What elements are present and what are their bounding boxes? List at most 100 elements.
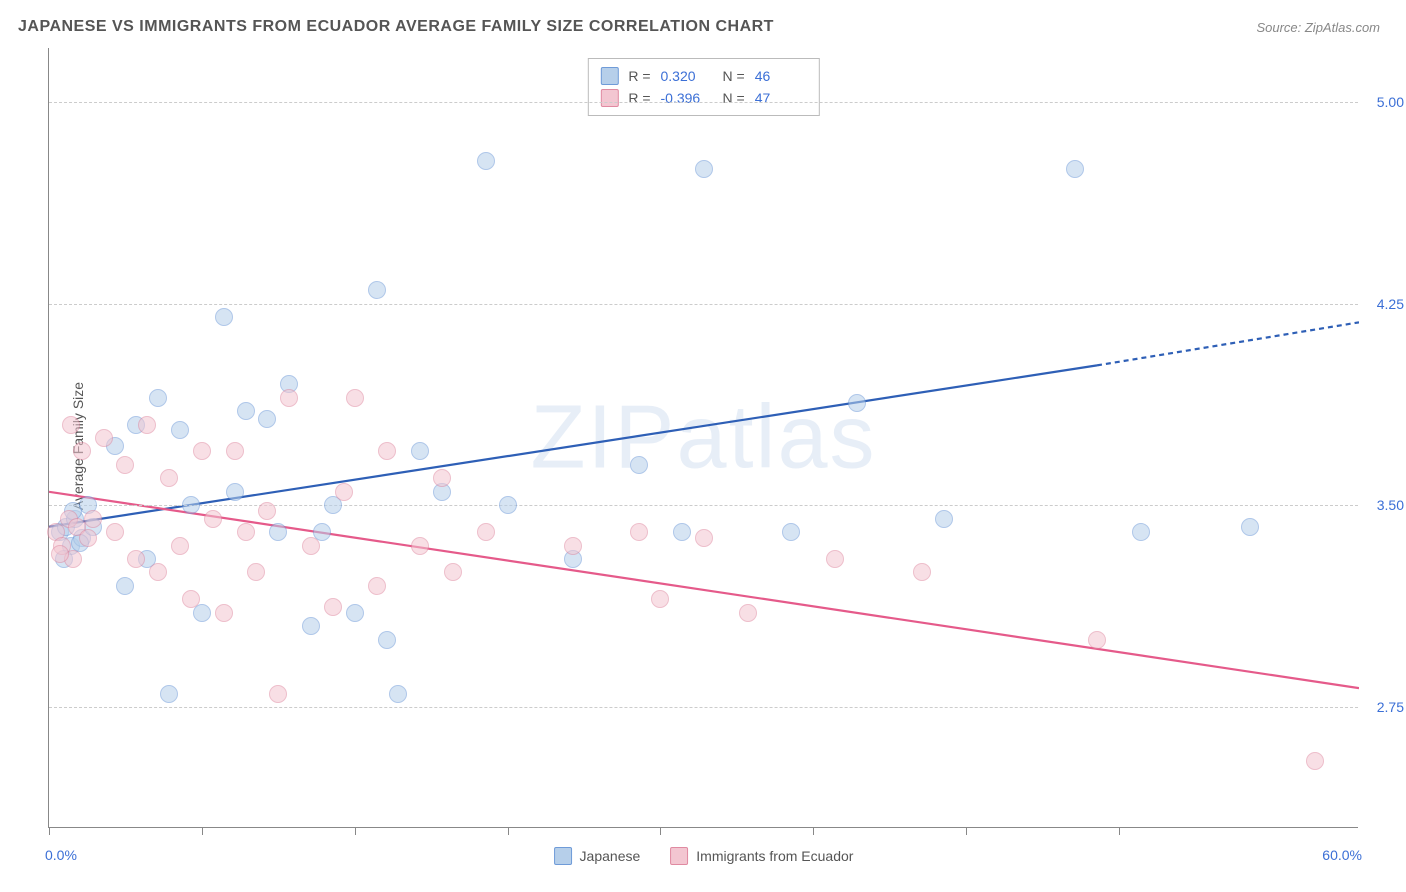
stats-row: R = -0.396 N = 47 bbox=[600, 87, 806, 109]
r-value-japanese: 0.320 bbox=[661, 68, 713, 84]
data-point bbox=[237, 402, 255, 420]
data-point bbox=[226, 483, 244, 501]
data-point bbox=[630, 523, 648, 541]
data-point bbox=[411, 442, 429, 460]
data-point bbox=[673, 523, 691, 541]
data-point bbox=[193, 442, 211, 460]
data-point bbox=[1066, 160, 1084, 178]
stats-legend-box: R = 0.320 N = 46 R = -0.396 N = 47 bbox=[587, 58, 819, 116]
data-point bbox=[378, 631, 396, 649]
chart-container: JAPANESE VS IMMIGRANTS FROM ECUADOR AVER… bbox=[0, 0, 1406, 892]
chart-title: JAPANESE VS IMMIGRANTS FROM ECUADOR AVER… bbox=[18, 18, 774, 36]
data-point bbox=[564, 537, 582, 555]
data-point bbox=[215, 604, 233, 622]
data-point bbox=[1132, 523, 1150, 541]
data-point bbox=[204, 510, 222, 528]
data-point bbox=[127, 550, 145, 568]
n-value-ecuador: 47 bbox=[755, 90, 807, 106]
data-point bbox=[346, 604, 364, 622]
data-point bbox=[913, 563, 931, 581]
data-point bbox=[346, 389, 364, 407]
data-point bbox=[335, 483, 353, 501]
data-point bbox=[160, 469, 178, 487]
series-swatch-japanese bbox=[600, 67, 618, 85]
gridline bbox=[49, 304, 1358, 305]
y-tick-label: 3.50 bbox=[1377, 497, 1404, 513]
x-tick bbox=[355, 827, 356, 835]
data-point bbox=[138, 416, 156, 434]
data-point bbox=[95, 429, 113, 447]
data-point bbox=[651, 590, 669, 608]
x-axis-max-label: 60.0% bbox=[1322, 847, 1362, 863]
data-point bbox=[73, 442, 91, 460]
data-point bbox=[160, 685, 178, 703]
data-point bbox=[149, 389, 167, 407]
x-axis-min-label: 0.0% bbox=[45, 847, 77, 863]
data-point bbox=[1241, 518, 1259, 536]
data-point bbox=[935, 510, 953, 528]
data-point bbox=[182, 590, 200, 608]
r-label: R = bbox=[628, 68, 650, 84]
data-point bbox=[84, 510, 102, 528]
data-point bbox=[116, 577, 134, 595]
data-point bbox=[630, 456, 648, 474]
data-point bbox=[695, 529, 713, 547]
data-point bbox=[79, 529, 97, 547]
legend-swatch-ecuador bbox=[670, 847, 688, 865]
data-point bbox=[116, 456, 134, 474]
gridline bbox=[49, 102, 1358, 103]
n-value-japanese: 46 bbox=[755, 68, 807, 84]
plot-area: ZIPatlas R = 0.320 N = 46 R = -0.396 N =… bbox=[48, 48, 1358, 828]
data-point bbox=[215, 308, 233, 326]
r-value-ecuador: -0.396 bbox=[661, 90, 713, 106]
data-point bbox=[51, 545, 69, 563]
gridline bbox=[49, 707, 1358, 708]
data-point bbox=[247, 563, 265, 581]
chart-source: Source: ZipAtlas.com bbox=[1256, 20, 1380, 35]
y-tick-label: 2.75 bbox=[1377, 699, 1404, 715]
legend-item-japanese: Japanese bbox=[554, 847, 641, 865]
data-point bbox=[258, 502, 276, 520]
n-label: N = bbox=[723, 68, 745, 84]
data-point bbox=[389, 685, 407, 703]
data-point bbox=[848, 394, 866, 412]
data-point bbox=[280, 389, 298, 407]
data-point bbox=[62, 416, 80, 434]
y-tick-label: 4.25 bbox=[1377, 296, 1404, 312]
data-point bbox=[411, 537, 429, 555]
x-tick bbox=[813, 827, 814, 835]
data-point bbox=[444, 563, 462, 581]
data-point bbox=[499, 496, 517, 514]
data-point bbox=[302, 617, 320, 635]
data-point bbox=[695, 160, 713, 178]
data-point bbox=[433, 469, 451, 487]
stats-row: R = 0.320 N = 46 bbox=[600, 65, 806, 87]
data-point bbox=[302, 537, 320, 555]
legend-label-japanese: Japanese bbox=[580, 848, 641, 864]
legend-swatch-japanese bbox=[554, 847, 572, 865]
data-point bbox=[171, 421, 189, 439]
data-point bbox=[237, 523, 255, 541]
data-point bbox=[826, 550, 844, 568]
x-tick bbox=[202, 827, 203, 835]
legend-label-ecuador: Immigrants from Ecuador bbox=[696, 848, 853, 864]
data-point bbox=[782, 523, 800, 541]
data-point bbox=[477, 523, 495, 541]
x-tick bbox=[508, 827, 509, 835]
data-point bbox=[258, 410, 276, 428]
data-point bbox=[368, 281, 386, 299]
data-point bbox=[378, 442, 396, 460]
x-tick bbox=[966, 827, 967, 835]
data-point bbox=[477, 152, 495, 170]
y-tick-label: 5.00 bbox=[1377, 94, 1404, 110]
data-point bbox=[226, 442, 244, 460]
watermark: ZIPatlas bbox=[530, 386, 876, 489]
series-swatch-ecuador bbox=[600, 89, 618, 107]
bottom-legend: Japanese Immigrants from Ecuador bbox=[554, 847, 854, 865]
x-tick bbox=[1119, 827, 1120, 835]
data-point bbox=[1306, 752, 1324, 770]
x-tick bbox=[49, 827, 50, 835]
data-point bbox=[269, 523, 287, 541]
data-point bbox=[368, 577, 386, 595]
data-point bbox=[106, 523, 124, 541]
